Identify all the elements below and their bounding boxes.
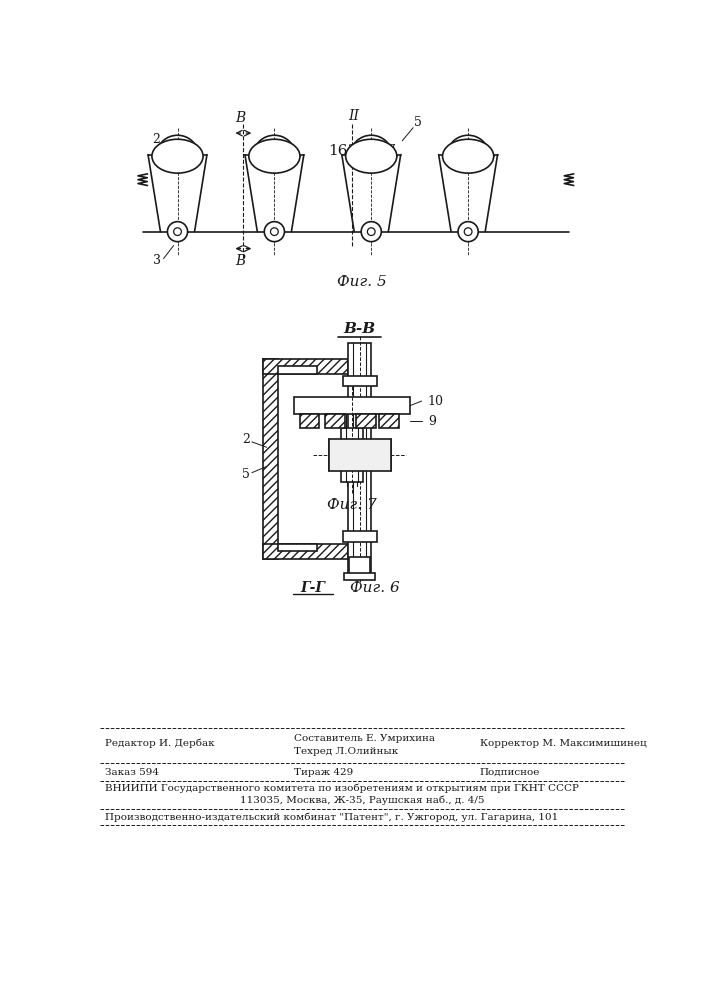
Text: Заказ 594: Заказ 594 bbox=[105, 768, 159, 777]
Text: Фиг. 6: Фиг. 6 bbox=[350, 581, 400, 595]
Text: 5: 5 bbox=[242, 468, 250, 481]
Circle shape bbox=[464, 228, 472, 235]
Bar bbox=[263, 544, 348, 559]
Text: 1632927: 1632927 bbox=[328, 144, 396, 158]
Circle shape bbox=[458, 222, 478, 242]
Text: В-В: В-В bbox=[344, 322, 375, 336]
Text: II: II bbox=[349, 109, 360, 123]
Text: 113035, Москва, Ж-35, Раушская наб., д. 4/5: 113035, Москва, Ж-35, Раушская наб., д. … bbox=[240, 795, 484, 805]
Text: Техред Л.Олийнык: Техред Л.Олийнык bbox=[293, 747, 398, 756]
Circle shape bbox=[264, 222, 284, 242]
Ellipse shape bbox=[346, 139, 397, 173]
Text: ВНИИПИ Государственного комитета по изобретениям и открытиям при ГКНТ СССР: ВНИИПИ Государственного комитета по изоб… bbox=[105, 784, 579, 793]
Text: Составитель Е. Умрихина: Составитель Е. Умрихина bbox=[293, 734, 435, 743]
Text: В: В bbox=[235, 254, 245, 268]
Bar bbox=[349, 557, 370, 574]
Bar bbox=[341, 428, 363, 482]
Text: 10: 10 bbox=[428, 395, 444, 408]
Bar bbox=[279, 544, 317, 551]
Bar bbox=[380, 414, 399, 428]
Bar bbox=[325, 414, 344, 428]
Text: Фиг. 5: Фиг. 5 bbox=[337, 275, 387, 289]
Text: 2: 2 bbox=[153, 133, 160, 146]
Text: 3: 3 bbox=[153, 254, 160, 267]
Ellipse shape bbox=[152, 139, 203, 173]
Bar bbox=[343, 531, 377, 542]
Text: Подписное: Подписное bbox=[480, 768, 540, 777]
Bar bbox=[356, 414, 375, 428]
Bar bbox=[348, 343, 371, 574]
Text: 5: 5 bbox=[414, 116, 421, 129]
Circle shape bbox=[361, 222, 381, 242]
Bar bbox=[263, 359, 279, 559]
Circle shape bbox=[168, 222, 187, 242]
Bar bbox=[344, 573, 375, 580]
Circle shape bbox=[174, 228, 182, 235]
Text: Корректор М. Максимишинец: Корректор М. Максимишинец bbox=[480, 739, 646, 748]
Bar bbox=[343, 376, 377, 386]
Ellipse shape bbox=[249, 139, 300, 173]
Bar bbox=[329, 439, 391, 471]
Text: Фиг. 7: Фиг. 7 bbox=[327, 498, 377, 512]
Bar bbox=[263, 359, 348, 374]
Bar bbox=[300, 414, 319, 428]
Text: Тираж 429: Тираж 429 bbox=[293, 768, 353, 777]
Bar bbox=[279, 366, 317, 374]
Text: 9: 9 bbox=[428, 415, 436, 428]
Text: В: В bbox=[235, 111, 245, 125]
Text: Г-Г: Г-Г bbox=[300, 581, 326, 595]
Bar bbox=[293, 397, 410, 414]
Circle shape bbox=[271, 228, 279, 235]
Text: 2: 2 bbox=[242, 433, 250, 446]
Circle shape bbox=[368, 228, 375, 235]
Text: Редактор И. Дербак: Редактор И. Дербак bbox=[105, 739, 215, 748]
Text: Производственно-издательский комбинат "Патент", г. Ужгород, ул. Гагарина, 101: Производственно-издательский комбинат "П… bbox=[105, 812, 559, 822]
Ellipse shape bbox=[443, 139, 493, 173]
